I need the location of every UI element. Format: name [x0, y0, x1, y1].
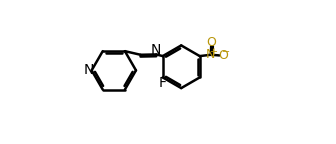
Text: N: N	[151, 43, 161, 57]
Text: +: +	[210, 47, 217, 57]
Text: F: F	[159, 76, 167, 90]
Text: O: O	[206, 36, 216, 49]
Text: O: O	[218, 49, 228, 62]
Text: N: N	[206, 48, 215, 61]
Text: −: −	[222, 48, 230, 57]
Text: N: N	[84, 63, 94, 77]
